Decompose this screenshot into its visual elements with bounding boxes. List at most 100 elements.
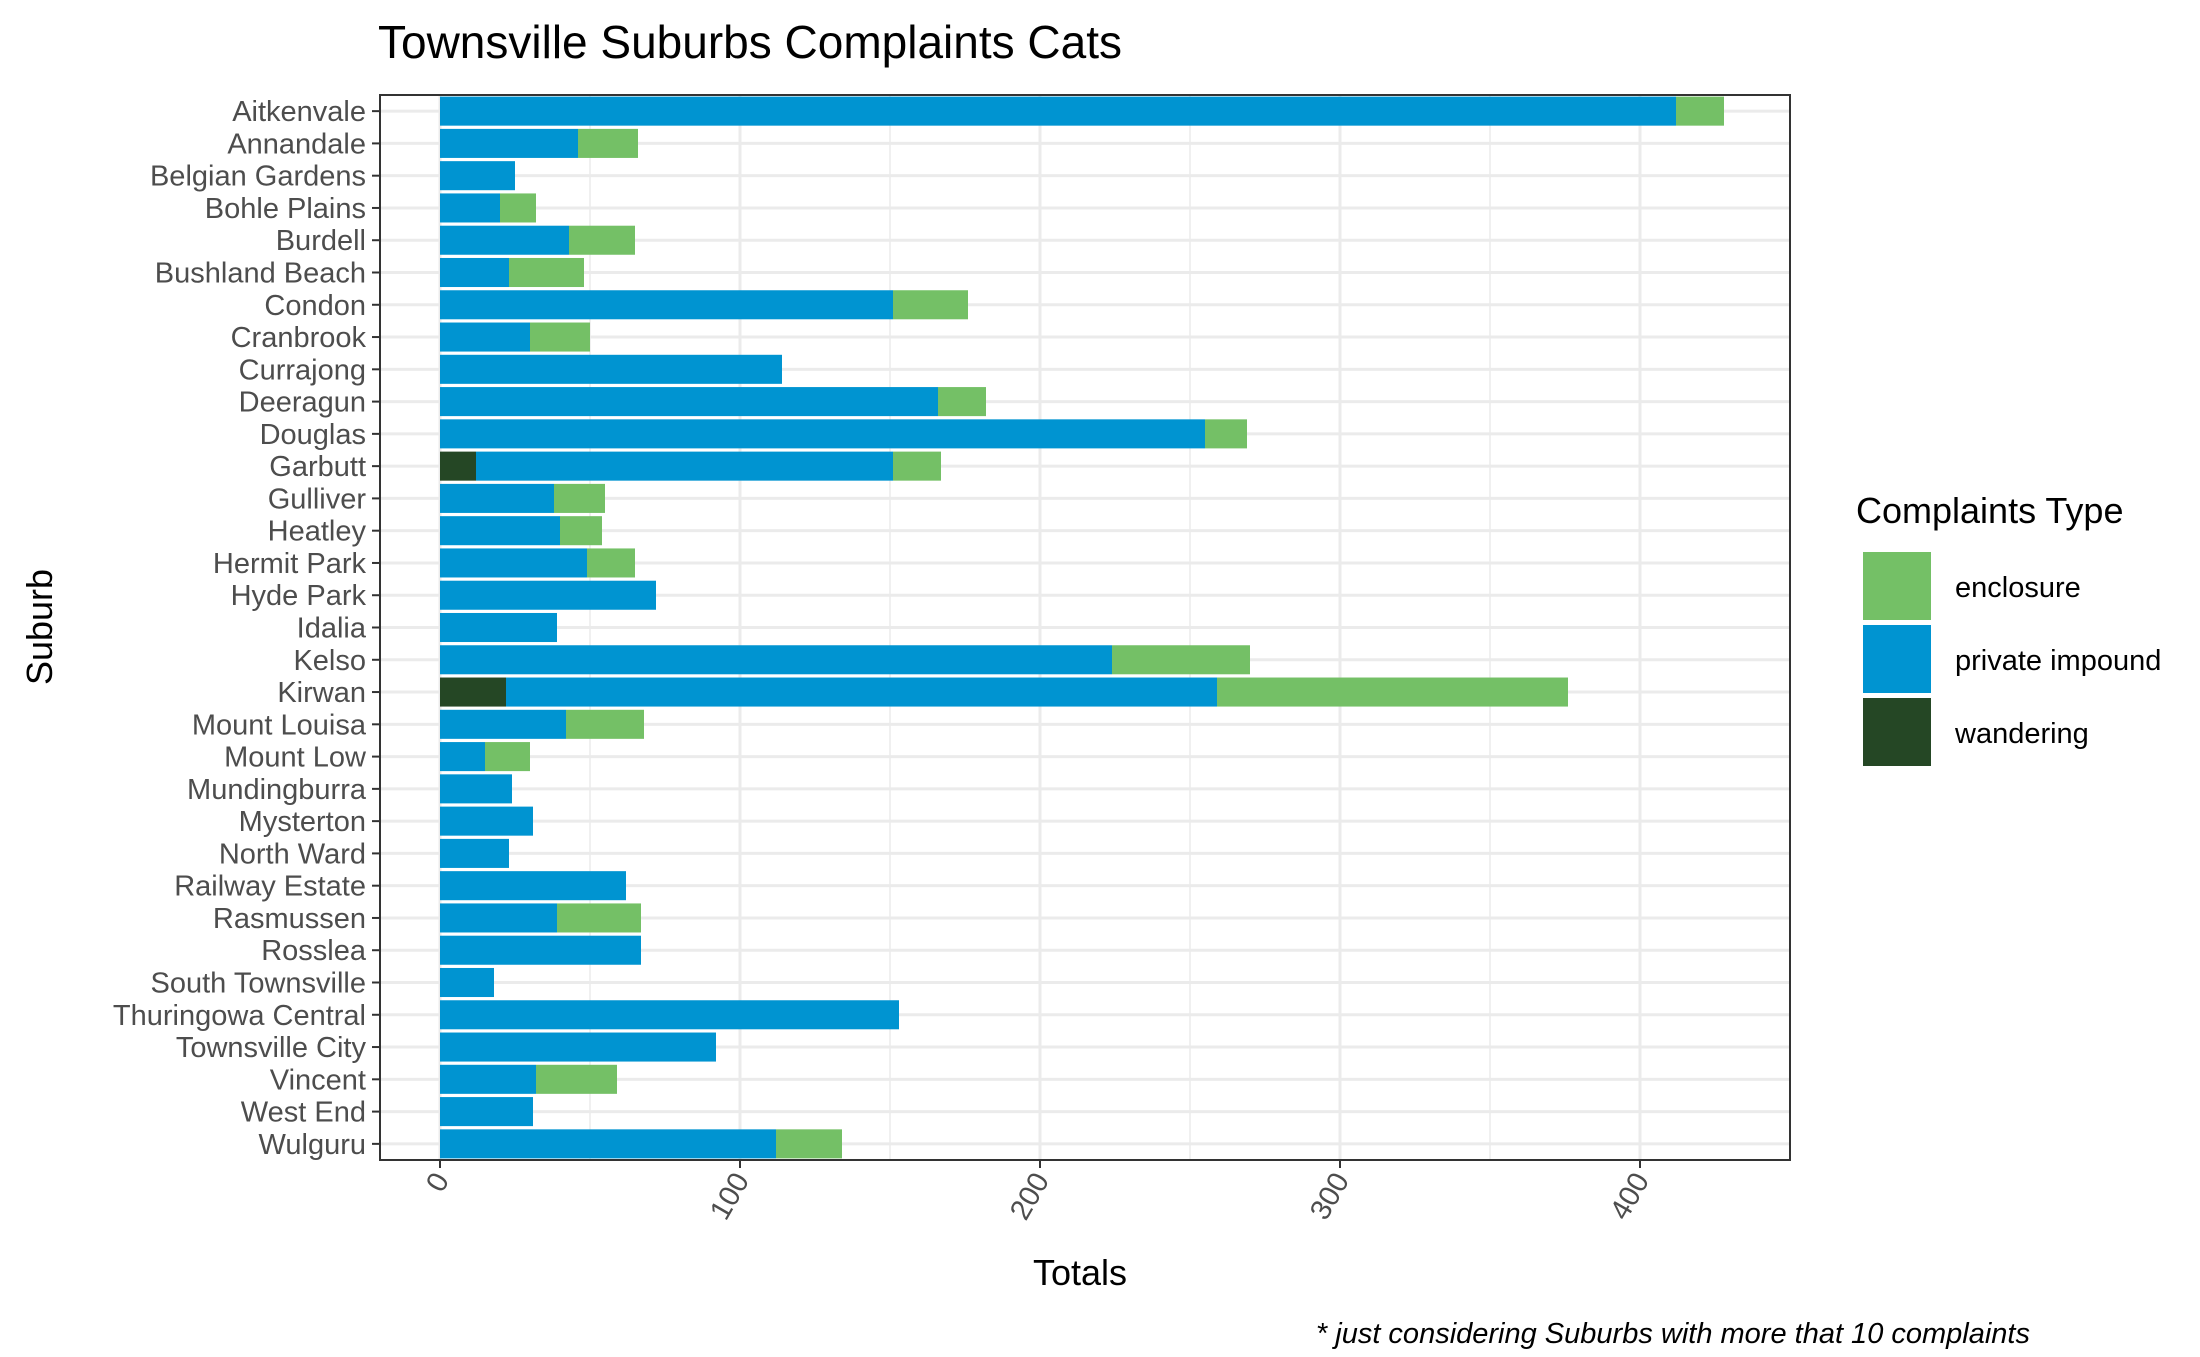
y-tick-label: Bohle Plains: [205, 193, 366, 225]
bar-enclosure: [578, 128, 638, 158]
chart-caption: * just considering Suburbs with more tha…: [1316, 1318, 2030, 1350]
plot-panel: [379, 94, 1791, 1161]
bar-private-impound: [440, 967, 494, 998]
bar-private-impound: [440, 580, 656, 610]
y-tick-label: Vincent: [270, 1064, 366, 1096]
y-tick-label: Thuringowa Central: [113, 1000, 366, 1032]
legend-swatch: [1863, 625, 1931, 693]
y-axis-label: Suburb: [19, 569, 60, 685]
legend: Complaints Type enclosure private impound…: [1856, 490, 2161, 766]
bar-private-impound: [440, 161, 515, 191]
bar-private-impound: [440, 354, 782, 384]
bar-private-impound: [440, 709, 566, 739]
bar-private-impound: [440, 1032, 716, 1062]
bar-enclosure: [566, 709, 644, 739]
bar-private-impound: [440, 645, 1112, 675]
y-tick-label: Hyde Park: [231, 580, 367, 612]
bar-private-impound: [506, 677, 1217, 707]
y-tick-label: Burdell: [276, 225, 366, 257]
bar-private-impound: [440, 612, 557, 643]
legend-label: wandering: [1954, 718, 2089, 750]
bars: [440, 96, 1724, 1159]
y-tick-label: Deeragun: [239, 387, 366, 419]
bar-enclosure: [938, 387, 986, 417]
legend-swatch: [1863, 698, 1931, 766]
y-tick-label: Rasmussen: [213, 903, 366, 935]
y-tick-label: Hermit Park: [213, 548, 367, 580]
bar-private-impound: [440, 871, 626, 901]
y-tick-label: Townsville City: [176, 1032, 367, 1064]
bar-private-impound: [440, 257, 509, 288]
bar-enclosure: [1217, 677, 1568, 707]
bar-enclosure: [536, 1064, 617, 1094]
bar-private-impound: [440, 1129, 776, 1159]
bar-private-impound: [440, 903, 557, 933]
bar-enclosure: [1676, 96, 1724, 126]
y-tick-label: Belgian Gardens: [150, 161, 366, 193]
y-tick-label: Condon: [264, 290, 366, 322]
y-tick-label: Mysterton: [239, 806, 366, 838]
bar-private-impound: [440, 935, 641, 965]
x-axis-label: Totals: [1033, 1252, 1127, 1293]
y-tick-label: Aitkenvale: [232, 96, 366, 128]
bar-private-impound: [440, 1064, 536, 1094]
x-axis-ticks: 0 100 200 300 400: [420, 1160, 1656, 1225]
bar-enclosure: [560, 516, 602, 546]
bar-private-impound: [440, 1097, 533, 1127]
bar-private-impound: [440, 322, 530, 352]
y-tick-label: Railway Estate: [174, 871, 366, 903]
y-tick-label: Heatley: [268, 516, 367, 548]
y-tick-label: West End: [241, 1097, 366, 1129]
legend-title: Complaints Type: [1856, 490, 2123, 531]
bar-private-impound: [440, 96, 1676, 126]
bar-enclosure: [554, 483, 605, 513]
legend-swatch: [1863, 552, 1931, 620]
bar-private-impound: [440, 548, 587, 578]
bar-private-impound: [440, 193, 500, 223]
bar-enclosure: [1205, 419, 1247, 449]
bar-private-impound: [440, 225, 569, 255]
legend-label: enclosure: [1955, 572, 2081, 604]
bar-enclosure: [500, 193, 536, 223]
y-tick-label: Kirwan: [277, 677, 366, 709]
x-tick-label: 100: [704, 1168, 756, 1226]
bar-enclosure: [893, 290, 968, 320]
chart-title: Townsville Suburbs Complaints Cats: [378, 16, 1122, 68]
bar-enclosure: [893, 451, 941, 481]
bar-enclosure: [1112, 645, 1250, 675]
y-tick-label: Mount Low: [224, 742, 367, 774]
bar-enclosure: [509, 257, 584, 288]
bar-enclosure: [776, 1129, 842, 1159]
bar-private-impound: [440, 806, 533, 836]
bar-private-impound: [476, 451, 893, 481]
bar-enclosure: [569, 225, 635, 255]
bar-enclosure: [530, 322, 590, 352]
x-tick-label: 400: [1604, 1168, 1656, 1226]
y-tick-label: South Townsville: [151, 968, 366, 1000]
y-tick-label: Mundingburra: [187, 774, 367, 806]
y-tick-label: Bushland Beach: [155, 258, 366, 290]
bar-wandering: [440, 677, 506, 707]
bar-enclosure: [485, 742, 530, 772]
bar-private-impound: [440, 1000, 899, 1030]
y-tick-label: Kelso: [293, 645, 366, 677]
y-tick-label: Garbutt: [269, 451, 366, 483]
bar-enclosure: [557, 903, 641, 933]
x-tick-label: 300: [1304, 1168, 1356, 1226]
bar-private-impound: [440, 483, 554, 513]
bar-private-impound: [440, 419, 1205, 449]
y-tick-label: Douglas: [260, 419, 366, 451]
bar-private-impound: [440, 742, 485, 772]
y-tick-label: Annandale: [227, 128, 366, 160]
bar-private-impound: [440, 774, 512, 804]
bar-private-impound: [440, 290, 893, 320]
x-tick-label: 200: [1004, 1168, 1056, 1226]
y-tick-label: Wulguru: [259, 1129, 366, 1161]
bar-private-impound: [440, 387, 938, 417]
bar-wandering: [440, 451, 476, 481]
bar-private-impound: [440, 838, 509, 868]
legend-label: private impound: [1955, 645, 2161, 677]
y-tick-label: Rosslea: [261, 935, 367, 967]
bar-private-impound: [440, 516, 560, 546]
